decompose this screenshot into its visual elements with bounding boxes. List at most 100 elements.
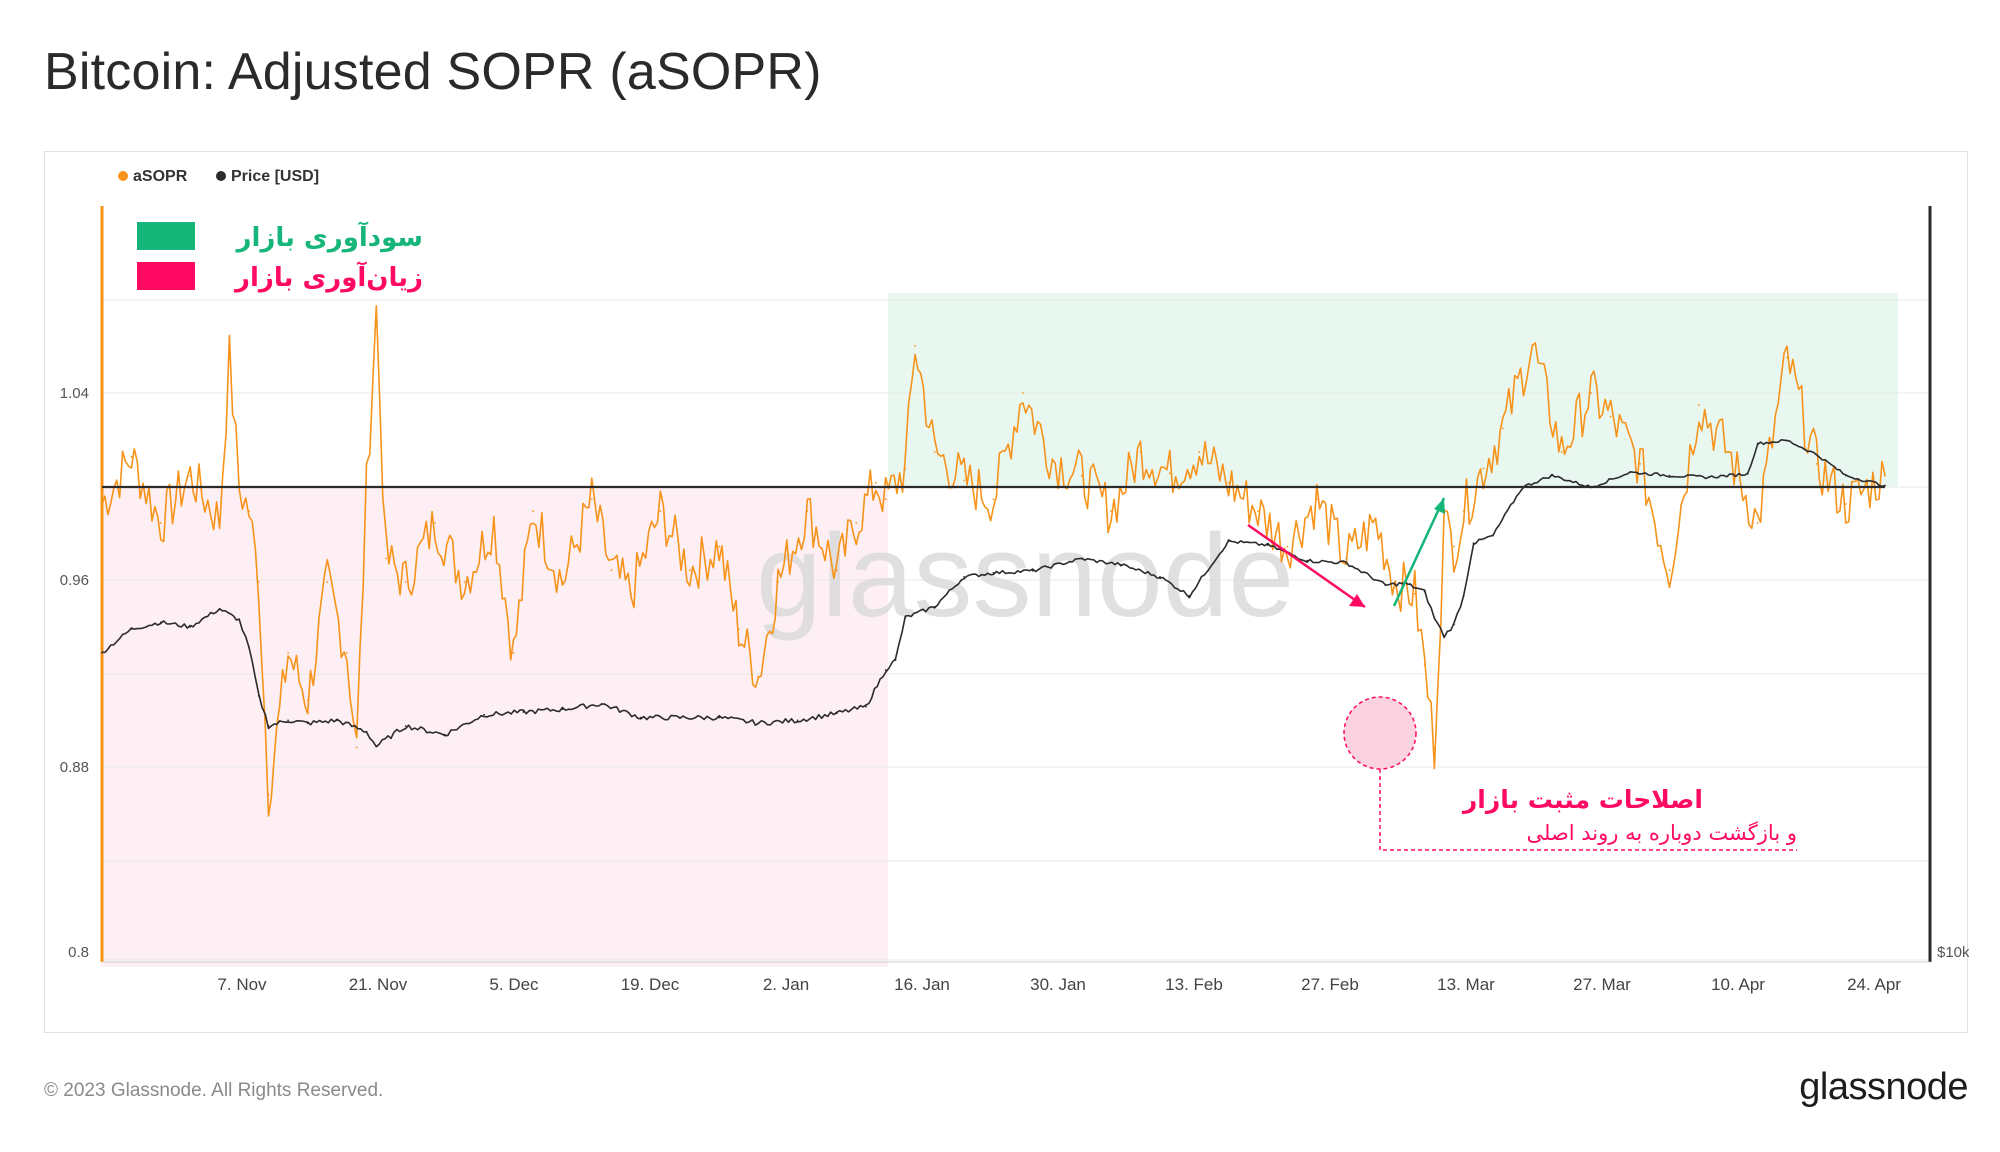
asopr-point — [306, 699, 309, 701]
x-tick-label: 16. Jan — [894, 975, 950, 994]
price-point — [306, 722, 309, 725]
asopr-point — [1668, 569, 1671, 572]
price-point — [904, 616, 907, 619]
series-line-price-usd — [101, 439, 1886, 748]
watermark: glassnode — [756, 510, 1294, 642]
price-point — [1227, 540, 1230, 543]
asopr-point — [806, 510, 809, 512]
asopr-point — [267, 793, 270, 796]
price-point — [757, 722, 760, 725]
callout-leader-line — [1379, 769, 1797, 851]
asopr-point — [326, 581, 329, 583]
price-point — [1031, 569, 1034, 572]
price-point — [1423, 590, 1426, 593]
x-tick-label: 27. Feb — [1301, 975, 1359, 994]
price-point — [992, 571, 995, 574]
price-point — [1629, 471, 1632, 474]
y-axis-ticks: 0.8 0.88 0.96 1.04 $10k — [60, 385, 1969, 961]
asopr-point — [512, 652, 515, 654]
price-point — [835, 712, 838, 715]
legend-price-marker — [216, 171, 226, 181]
asopr-point — [248, 510, 250, 512]
price-point — [1707, 476, 1710, 479]
series-layer — [101, 305, 1886, 817]
asopr-point — [218, 519, 221, 522]
asopr-point — [1453, 545, 1455, 548]
up-arrow — [1392, 497, 1446, 607]
price-point — [1786, 439, 1788, 442]
price-point — [1492, 534, 1494, 537]
price-point — [287, 719, 289, 722]
price-point — [933, 605, 936, 608]
asopr-point — [355, 746, 358, 749]
asopr-point — [1815, 463, 1818, 465]
legend-asopr-marker — [118, 171, 128, 181]
asopr-point — [346, 652, 348, 654]
profit-legend-box — [137, 222, 195, 250]
asopr-point — [434, 522, 436, 524]
asopr-point — [1698, 403, 1700, 406]
price-point — [718, 716, 721, 719]
asopr-point — [1257, 510, 1259, 512]
price-point — [444, 733, 446, 736]
asopr-chart: glassnode aSOPR Price [USD] سودآوری بازا… — [60, 168, 1969, 994]
x-tick-label: 2. Jan — [763, 975, 809, 994]
price-point — [238, 619, 241, 621]
price-point — [218, 608, 221, 610]
asopr-point — [130, 455, 133, 458]
asopr-point — [463, 581, 466, 583]
price-point — [522, 711, 525, 713]
asopr-point — [159, 522, 162, 524]
price-point — [600, 703, 603, 705]
price-point — [1080, 557, 1083, 560]
asopr-point — [1110, 510, 1112, 512]
asopr-point — [532, 510, 534, 512]
asopr-point — [404, 581, 407, 583]
asopr-point — [1394, 581, 1397, 583]
price-point — [1306, 559, 1308, 562]
price-point — [679, 716, 681, 719]
x-tick-label: 13. Mar — [1437, 975, 1495, 994]
asopr-point — [659, 510, 662, 512]
x-tick-label: 27. Mar — [1573, 975, 1631, 994]
price-point — [257, 694, 260, 697]
price-point — [130, 628, 133, 630]
price-point — [1443, 635, 1445, 637]
x-tick-label: 24. Apr — [1847, 975, 1901, 994]
price-point — [1815, 453, 1818, 456]
asopr-point — [1423, 663, 1426, 666]
price-point — [1433, 616, 1436, 619]
loss-zone-label: زیان‌آوری بازار — [233, 261, 423, 293]
asopr-point — [101, 503, 103, 505]
price-point — [1668, 474, 1671, 477]
asopr-point — [884, 498, 887, 501]
price-point — [101, 651, 103, 654]
asopr-point — [228, 356, 231, 359]
asopr-point — [1531, 344, 1534, 347]
loss-zone-shading — [101, 488, 888, 967]
down-arrow-head-icon — [1349, 594, 1365, 607]
asopr-point — [287, 652, 289, 654]
asopr-point — [914, 344, 916, 347]
asopr-point — [688, 569, 691, 572]
asopr-point — [590, 498, 593, 501]
price-point — [894, 659, 897, 661]
asopr-point — [718, 545, 721, 548]
price-point — [796, 719, 799, 722]
down-arrow — [1247, 523, 1366, 609]
asopr-point — [1168, 472, 1171, 475]
x-axis-ticks: 7. Nov 21. Nov 5. Dec 19. Dec 2. Jan 16.… — [217, 975, 1901, 994]
asopr-point — [757, 675, 760, 678]
asopr-point — [855, 522, 858, 524]
price-point — [1384, 584, 1387, 587]
brand-logo: glassnode — [1799, 1066, 1968, 1108]
y-tick-label: 0.88 — [60, 759, 89, 776]
asopr-point — [493, 522, 495, 524]
legend-asopr-label: aSOPR — [133, 168, 188, 185]
price-point — [267, 725, 270, 727]
asopr-point — [904, 467, 907, 470]
x-tick-label: 30. Jan — [1030, 975, 1086, 994]
asopr-point — [561, 581, 564, 583]
price-point — [375, 745, 378, 748]
price-point — [1462, 594, 1465, 597]
